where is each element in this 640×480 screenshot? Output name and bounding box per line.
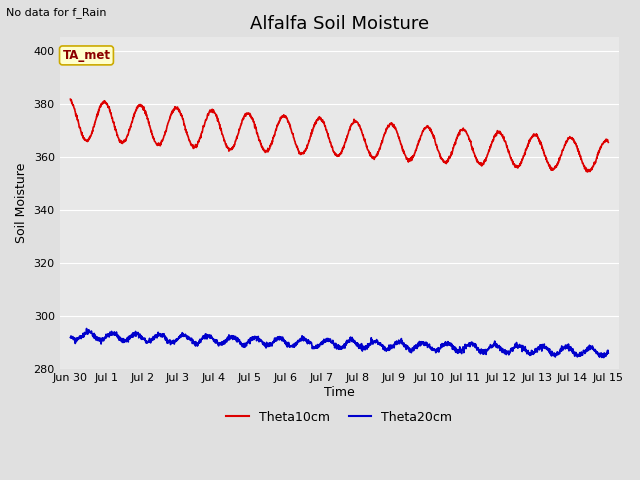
Text: TA_met: TA_met	[63, 49, 111, 62]
Legend: Theta10cm, Theta20cm: Theta10cm, Theta20cm	[221, 406, 457, 429]
Text: No data for f_Rain: No data for f_Rain	[6, 7, 107, 18]
Y-axis label: Soil Moisture: Soil Moisture	[15, 163, 28, 243]
X-axis label: Time: Time	[324, 386, 355, 399]
Title: Alfalfa Soil Moisture: Alfalfa Soil Moisture	[250, 15, 429, 33]
